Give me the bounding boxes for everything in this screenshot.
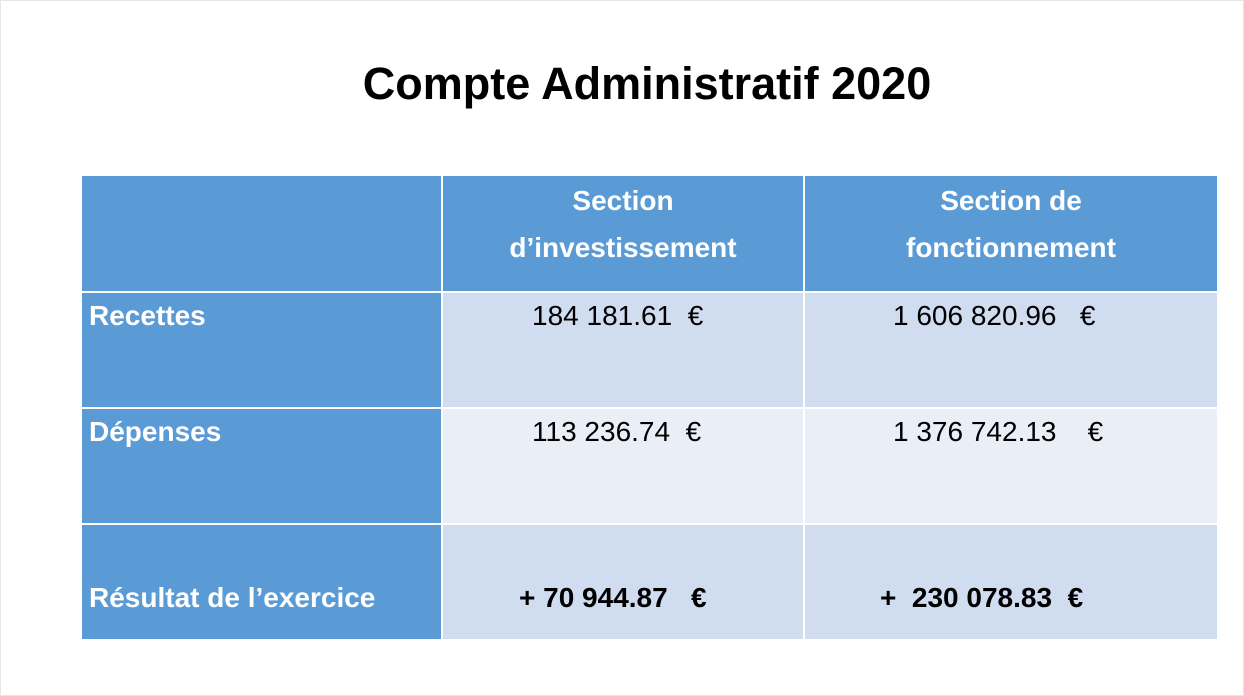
depenses-investissement-value: 113 236.74 € xyxy=(441,407,805,525)
recettes-fonctionnement-value: 1 606 820.96 € xyxy=(803,291,1219,409)
recettes-investissement-value: 184 181.61 € xyxy=(441,291,805,409)
header-investissement-line2: d’investissement xyxy=(509,232,737,263)
row-label-resultat: Résultat de l’exercice xyxy=(80,523,443,641)
results-table: Section d’investissement Section de fonc… xyxy=(80,174,1219,641)
header-corner-cell xyxy=(80,174,443,293)
header-fonctionnement-line2: fonctionnement xyxy=(906,232,1116,263)
resultat-investissement-value: + 70 944.87 € xyxy=(441,523,805,641)
depenses-fonctionnement-value: 1 376 742.13 € xyxy=(803,407,1219,525)
table-row-depenses: Dépenses 113 236.74 € 1 376 742.13 € xyxy=(80,407,1219,525)
header-investissement: Section d’investissement xyxy=(441,174,805,293)
header-investissement-line1: Section xyxy=(572,185,674,216)
row-label-recettes: Recettes xyxy=(80,291,443,409)
table-row-resultat: Résultat de l’exercice + 70 944.87 € + 2… xyxy=(80,523,1219,641)
resultat-fonctionnement-value: + 230 078.83 € xyxy=(803,523,1219,641)
header-fonctionnement: Section de fonctionnement xyxy=(803,174,1219,293)
table-header-row: Section d’investissement Section de fonc… xyxy=(80,174,1219,293)
row-label-depenses: Dépenses xyxy=(80,407,443,525)
page-title: Compte Administratif 2020 xyxy=(362,58,932,109)
header-fonctionnement-line1: Section de xyxy=(940,185,1082,216)
table-row-recettes: Recettes 184 181.61 € 1 606 820.96 € xyxy=(80,291,1219,409)
